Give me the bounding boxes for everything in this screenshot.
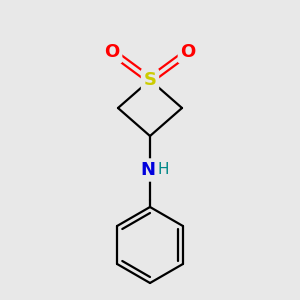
- Text: N: N: [140, 161, 155, 179]
- Text: O: O: [180, 43, 196, 61]
- Text: O: O: [104, 43, 120, 61]
- Text: S: S: [143, 71, 157, 89]
- Text: H: H: [157, 163, 169, 178]
